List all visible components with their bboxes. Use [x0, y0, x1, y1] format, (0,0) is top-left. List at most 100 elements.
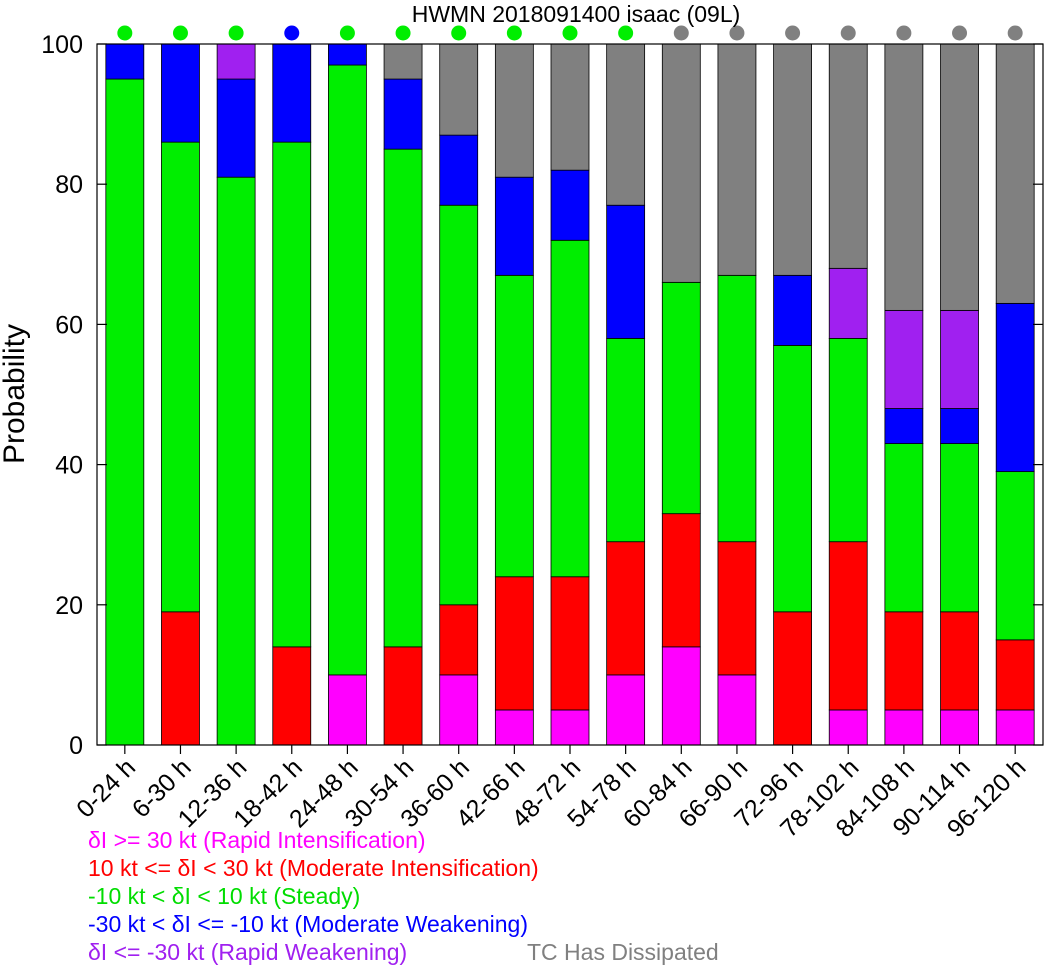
bar-segment-mi-8 — [550, 576, 590, 711]
bar-segment-ri-11 — [717, 674, 757, 746]
bar-segment-mi-7 — [494, 576, 534, 711]
bar-segment-steady-2 — [216, 176, 256, 746]
indicator-dot-2 — [228, 25, 244, 41]
bar-segment-mi-15 — [940, 611, 979, 711]
bar-segment-mi-6 — [439, 604, 479, 676]
chart-title: HWMN 2018091400 isaac (09L) — [412, 1, 741, 27]
bar-segment-mw-2 — [216, 78, 256, 178]
bar-segment-mi-5 — [383, 646, 423, 746]
indicator-dot-13 — [840, 25, 856, 41]
bar-segment-steady-15 — [940, 443, 979, 613]
y-axis-label: Probability — [0, 324, 31, 464]
bars-layer — [105, 43, 1035, 746]
bar-segment-mi-16 — [995, 639, 1035, 711]
indicator-dot-5 — [395, 25, 411, 41]
bar-segment-ri-13 — [828, 709, 868, 746]
bar-segment-mi-3 — [272, 646, 312, 746]
indicator-dot-15 — [952, 25, 968, 41]
indicator-dot-3 — [284, 25, 300, 41]
bar-segment-ri-7 — [494, 709, 534, 746]
bar-segment-steady-3 — [272, 141, 312, 648]
y-tick-label-1: 20 — [55, 592, 83, 620]
y-tick-label-4: 80 — [55, 171, 83, 199]
bar-segment-ri-9 — [606, 674, 646, 746]
bar-segment-steady-10 — [661, 281, 701, 515]
indicator-dot-11 — [729, 25, 745, 41]
bar-segment-rw-14 — [884, 309, 924, 409]
y-tick-label-5: 100 — [41, 31, 83, 59]
bar-segment-steady-0 — [105, 78, 145, 746]
indicator-dot-12 — [785, 25, 801, 41]
indicator-dot-8 — [562, 25, 578, 41]
y-tick-label-0: 0 — [69, 732, 83, 760]
bar-segment-mi-11 — [717, 541, 757, 676]
indicator-dot-0 — [117, 25, 133, 41]
bar-segment-dissipated-7 — [494, 43, 534, 178]
bar-segment-steady-11 — [717, 274, 757, 543]
bar-segment-mw-4 — [328, 43, 367, 66]
bar-segment-steady-4 — [328, 64, 367, 676]
bar-segment-steady-5 — [383, 148, 423, 648]
y-axis: 0 20 40 60 80 100 — [41, 31, 1043, 760]
bar-segment-steady-7 — [494, 274, 534, 578]
bar-segment-dissipated-14 — [884, 43, 924, 311]
bar-segment-steady-13 — [828, 338, 868, 543]
bar-segment-mw-7 — [494, 176, 534, 276]
bar-segment-mw-12 — [773, 274, 812, 346]
bar-segment-ri-4 — [328, 674, 367, 746]
bar-segment-steady-9 — [606, 338, 646, 543]
bar-segment-mw-15 — [940, 408, 979, 444]
bar-segment-mi-9 — [606, 541, 646, 676]
indicator-dot-4 — [339, 25, 355, 41]
bar-segment-mi-14 — [884, 611, 924, 711]
indicator-dot-16 — [1007, 25, 1023, 41]
bar-segment-steady-12 — [773, 345, 812, 613]
bar-segment-rw-15 — [940, 309, 979, 409]
indicator-dot-14 — [896, 25, 912, 41]
bar-segment-ri-10 — [661, 646, 701, 746]
bar-segment-dissipated-9 — [606, 43, 646, 206]
bar-segment-mi-1 — [161, 611, 200, 746]
bar-segment-mw-14 — [884, 408, 924, 444]
bar-segment-dissipated-8 — [550, 43, 590, 171]
bar-segment-mi-10 — [661, 513, 701, 648]
bar-segment-dissipated-5 — [383, 43, 423, 80]
bar-segment-mi-12 — [773, 611, 812, 746]
y-tick-label-2: 40 — [55, 452, 83, 480]
bar-segment-mw-8 — [550, 169, 590, 241]
bar-segment-rw-13 — [828, 267, 868, 339]
bar-segment-mw-1 — [161, 43, 200, 143]
x-tick-label-0: 0-24 h — [71, 753, 141, 823]
bar-segment-mw-0 — [105, 43, 145, 80]
x-axis: 0-24 h6-30 h12-36 h18-42 h24-48 h30-54 h… — [71, 745, 1031, 843]
indicator-dot-7 — [506, 25, 522, 41]
bar-segment-rw-2 — [216, 43, 256, 80]
indicator-dot-10 — [673, 25, 689, 41]
indicator-dots — [117, 25, 1023, 41]
bar-segment-dissipated-10 — [661, 43, 701, 283]
bar-segment-steady-14 — [884, 443, 924, 613]
bar-segment-ri-6 — [439, 674, 479, 746]
bar-segment-mw-3 — [272, 43, 312, 143]
bar-segment-dissipated-13 — [828, 43, 868, 269]
bar-segment-dissipated-16 — [995, 43, 1035, 304]
bar-segment-dissipated-12 — [773, 43, 812, 276]
bar-segment-steady-16 — [995, 471, 1035, 641]
bar-segment-mi-13 — [828, 541, 868, 711]
bar-segment-dissipated-11 — [717, 43, 757, 276]
y-tick-label-3: 60 — [55, 311, 83, 339]
bar-segment-ri-14 — [884, 709, 924, 746]
bar-segment-dissipated-15 — [940, 43, 979, 311]
bar-segment-steady-1 — [161, 141, 200, 613]
bar-segment-steady-8 — [550, 239, 590, 578]
bar-segment-steady-6 — [439, 204, 479, 606]
bar-segment-mw-9 — [606, 204, 646, 339]
bar-segment-ri-8 — [550, 709, 590, 746]
bar-segment-ri-15 — [940, 709, 979, 746]
bar-segment-ri-16 — [995, 709, 1035, 746]
bar-segment-dissipated-6 — [439, 43, 479, 136]
indicator-dot-9 — [618, 25, 634, 41]
bar-segment-mw-6 — [439, 134, 479, 206]
bar-segment-mw-16 — [995, 302, 1035, 473]
